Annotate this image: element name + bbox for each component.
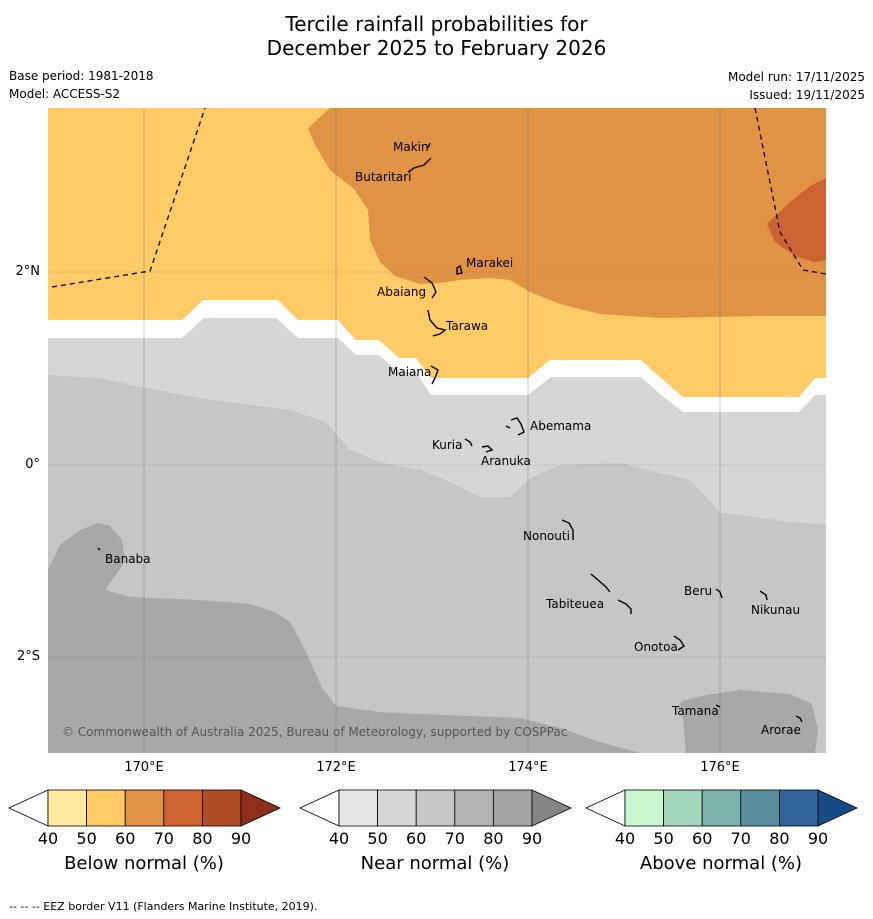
island-label-abaiang: Abaiang — [377, 285, 426, 299]
region-near-60-southwest — [48, 523, 640, 753]
colorbar-above-tick: 50 — [653, 829, 673, 848]
colorbar-above-segment — [779, 789, 819, 827]
colorbar-above-segment — [701, 789, 742, 827]
colorbars: 40 50 60 70 80 90 40 50 60 70 80 90 40 50 60 70 80 90 — [8, 789, 858, 848]
colorbar-below-tick: 60 — [115, 829, 135, 848]
lon-label-176e: 176°E — [700, 760, 740, 775]
colorbar-near: 40 50 60 70 80 90 — [299, 789, 572, 848]
region-near-40 — [48, 318, 826, 524]
lat-label-2n: 2°N — [15, 264, 41, 279]
island-label-butaritari: Butaritari — [355, 170, 412, 184]
colorbar-above-high-extend — [817, 789, 858, 827]
colorbar-near-tick: 50 — [367, 829, 387, 848]
colorbar-near-segment — [492, 789, 533, 827]
colorbar-above: 40 50 60 70 80 90 — [585, 789, 858, 848]
colorbar-below-tick: 90 — [231, 829, 251, 848]
colorbar-near-tick: 40 — [329, 829, 349, 848]
lat-label-0: 0° — [25, 457, 40, 472]
island-label-tarawa: Tarawa — [445, 319, 488, 333]
region-below-70 — [767, 178, 826, 262]
colorbar-below-tick: 50 — [76, 829, 96, 848]
colorbar-above-low-extend — [585, 789, 626, 827]
colorbar-above-tick: 70 — [731, 829, 751, 848]
colorbar-near-tick: 70 — [445, 829, 465, 848]
island-label-maiana: Maiana — [388, 365, 431, 379]
region-white-band — [48, 300, 826, 412]
colorbar-near-segment — [415, 789, 456, 827]
colorbar-near-segment — [377, 789, 417, 827]
issued-date: Issued: 19/11/2025 — [749, 88, 865, 102]
island-label-tabiteuea: Tabiteuea — [545, 597, 604, 611]
colorbar-below-segment — [86, 789, 126, 827]
colorbar-above-tick: 60 — [692, 829, 712, 848]
lon-label-170e: 170°E — [124, 760, 164, 775]
colorbar-above-segment — [624, 789, 664, 827]
colorbar-near-tick: 90 — [522, 829, 542, 848]
colorbar-title-above: Above normal (%) — [639, 853, 803, 874]
island-label-marakei: Marakei — [466, 256, 513, 270]
island-label-kuria: Kuria — [432, 438, 463, 452]
eez-border — [51, 108, 826, 288]
region-below-60 — [308, 108, 826, 318]
colorbar-below-tick: 70 — [154, 829, 174, 848]
colorbar-below-segment — [47, 789, 87, 827]
colorbar-above-segment — [663, 789, 703, 827]
colorbar-below: 40 50 60 70 80 90 — [8, 789, 281, 848]
colorbar-above-tick: 40 — [615, 829, 635, 848]
copyright-notice: © Commonwealth of Australia 2025, Bureau… — [62, 725, 567, 739]
island-label-tamana: Tamana — [671, 704, 719, 718]
island-label-arorae: Arorae — [761, 723, 801, 737]
base-period: Base period: 1981-2018 — [9, 69, 154, 83]
title-line-2: December 2025 to February 2026 — [266, 36, 607, 60]
lon-label-174e: 174°E — [508, 760, 548, 775]
lon-label-172e: 172°E — [316, 760, 356, 775]
colorbar-below-segment — [124, 789, 165, 827]
colorbar-near-segment — [454, 789, 494, 827]
title-line-1: Tercile rainfall probabilities for — [285, 12, 588, 36]
colorbar-near-segment — [338, 789, 378, 827]
colorbar-above-tick: 90 — [808, 829, 828, 848]
island-label-beru: Beru — [684, 584, 712, 598]
island-label-abemama: Abemama — [530, 419, 591, 433]
colorbar-near-high-extend — [531, 789, 572, 827]
colorbar-above-segment — [740, 789, 780, 827]
colorbar-below-low-extend — [8, 789, 49, 827]
colorbar-below-segment — [201, 789, 242, 827]
model-run: Model run: 17/11/2025 — [727, 70, 865, 84]
colorbar-below-segment — [163, 789, 203, 827]
island-labels: Makin Butaritari Marakei Abaiang Tarawa … — [105, 140, 801, 737]
colorbar-near-low-extend — [299, 789, 340, 827]
model-name: Model: ACCESS-S2 — [9, 87, 121, 101]
graticule — [48, 108, 826, 753]
colorbar-title-near: Near normal (%) — [360, 853, 510, 874]
island-shapes — [97, 142, 803, 723]
island-label-banaba: Banaba — [105, 552, 151, 566]
island-label-onotoa: Onotoa — [634, 640, 678, 654]
region-near-60-southeast — [680, 690, 818, 753]
colorbar-below-tick: 40 — [38, 829, 58, 848]
eez-footer-note: -- -- -- EEZ border V11 (Flanders Marine… — [9, 900, 318, 913]
colorbar-below-tick: 80 — [192, 829, 212, 848]
colorbar-near-tick: 80 — [483, 829, 503, 848]
island-label-nonouti: Nonouti — [523, 529, 570, 543]
island-label-aranuka: Aranuka — [481, 454, 531, 468]
colorbar-below-high-extend — [240, 789, 281, 827]
colorbar-title-below: Below normal (%) — [64, 853, 224, 874]
lat-label-2s: 2°S — [16, 649, 40, 664]
island-label-makin: Makin — [393, 140, 429, 154]
island-label-nikunau: Nikunau — [751, 603, 800, 617]
colorbar-near-tick: 60 — [406, 829, 426, 848]
colorbar-above-tick: 80 — [769, 829, 789, 848]
